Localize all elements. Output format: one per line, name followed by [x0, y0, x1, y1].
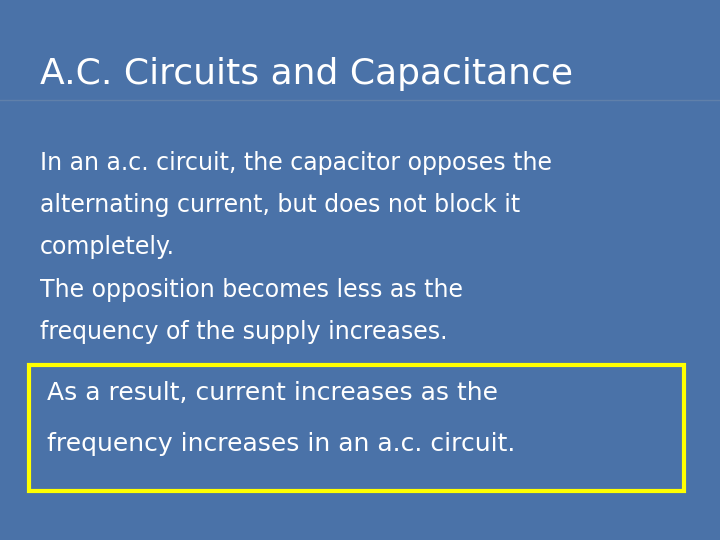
- Text: frequency increases in an a.c. circuit.: frequency increases in an a.c. circuit.: [47, 432, 516, 456]
- Text: As a result, current increases as the: As a result, current increases as the: [47, 381, 498, 404]
- Text: alternating current, but does not block it: alternating current, but does not block …: [40, 193, 520, 217]
- Text: A.C. Circuits and Capacitance: A.C. Circuits and Capacitance: [40, 57, 572, 91]
- Text: The opposition becomes less as the: The opposition becomes less as the: [40, 278, 463, 301]
- FancyBboxPatch shape: [29, 364, 684, 491]
- Text: frequency of the supply increases.: frequency of the supply increases.: [40, 320, 447, 343]
- Text: completely.: completely.: [40, 235, 174, 259]
- Text: In an a.c. circuit, the capacitor opposes the: In an a.c. circuit, the capacitor oppose…: [40, 151, 552, 175]
